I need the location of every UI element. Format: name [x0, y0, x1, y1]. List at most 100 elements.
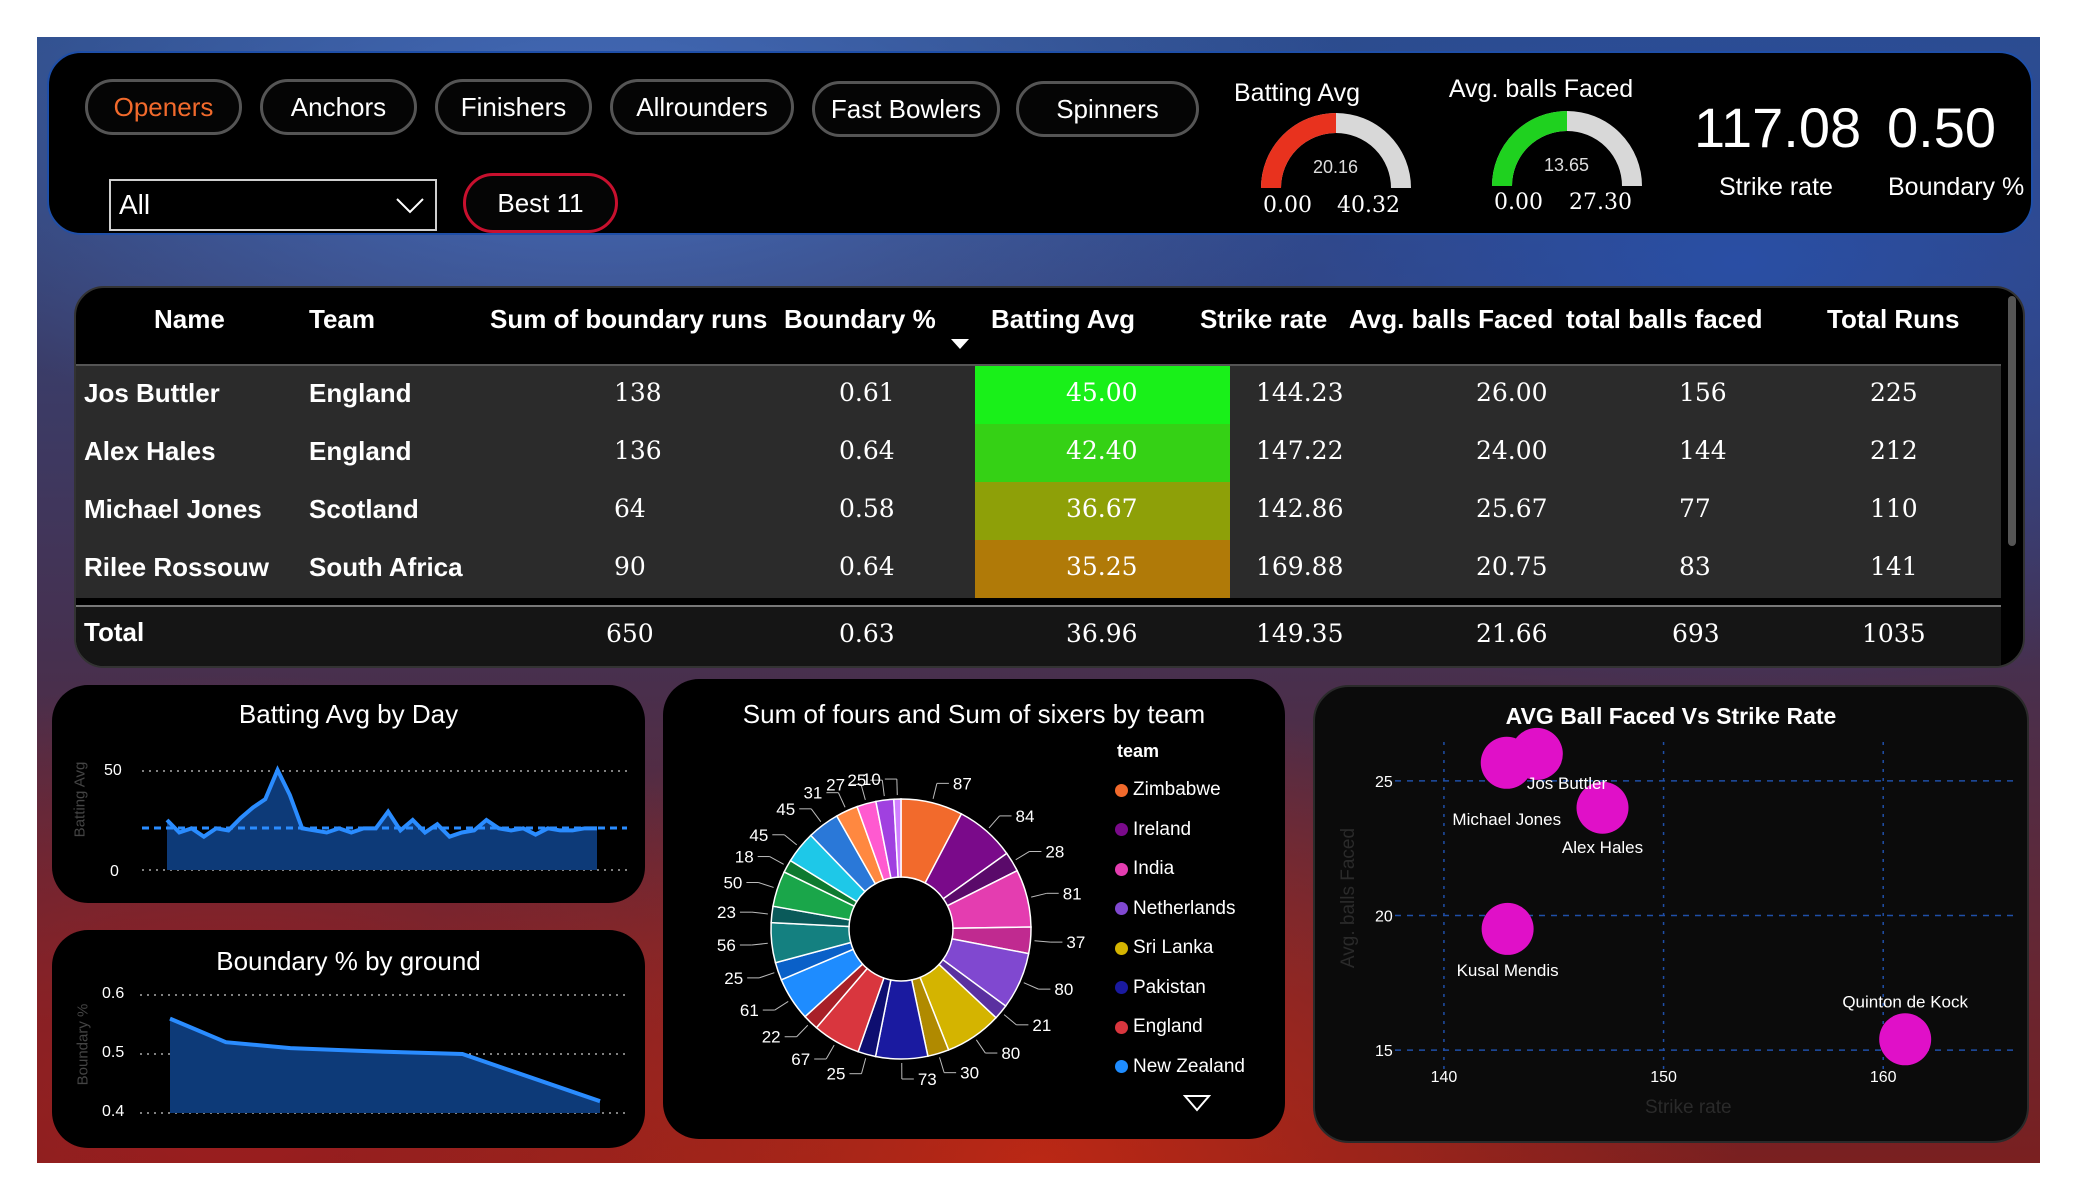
y-tick: 15: [1375, 1043, 1393, 1060]
leader-line: [796, 1024, 809, 1038]
total-avg-balls: 21.66: [1476, 619, 1548, 648]
leader-line: [1034, 940, 1051, 943]
data-label: 45: [749, 826, 768, 845]
legend-label: Ireland: [1133, 818, 1192, 840]
total-balls-value: 144: [1679, 436, 1727, 465]
batting-avg-heat-cell: [975, 366, 1230, 424]
batting-avg-by-day-card: Batting Avg by Day Batting Avg 50 0: [52, 685, 645, 903]
data-label: 21: [1032, 1016, 1051, 1035]
col-header-batting-avg[interactable]: Batting Avg: [991, 304, 1135, 334]
col-header-boundary-runs[interactable]: Sum of boundary runs: [490, 304, 768, 334]
tab-spinners[interactable]: Spinners: [1016, 81, 1199, 137]
table-scrollbar[interactable]: [2008, 296, 2016, 546]
legend-item[interactable]: Ireland: [1115, 819, 1191, 841]
scatter-plot: 15 20 25 140 150 160 Jos Buttler Michael JonesA…: [1375, 727, 2015, 1086]
col-header-total-runs[interactable]: Total Runs: [1827, 304, 1960, 334]
legend-item[interactable]: Netherlands: [1115, 898, 1235, 920]
legend-swatch: [1115, 902, 1128, 915]
y-tick: 20: [1375, 908, 1393, 925]
scatter-point: [1576, 781, 1629, 834]
dashboard-background: Openers Anchors Finishers Allrounders Fa…: [37, 37, 2040, 1163]
col-header-strike-rate[interactable]: Strike rate: [1200, 304, 1328, 334]
strike-rate-value: 169.88: [1256, 552, 1344, 581]
leader-line: [932, 783, 938, 800]
batting-avg-heat-cell: [975, 482, 1230, 540]
data-label: 61: [740, 1001, 759, 1020]
sort-desc-icon[interactable]: [950, 338, 970, 350]
data-label: 22: [762, 1028, 781, 1047]
data-label: 81: [1063, 884, 1082, 903]
tab-fast-bowlers[interactable]: Fast Bowlers: [812, 81, 1000, 137]
avg-balls-value: 24.00: [1476, 436, 1548, 465]
tab-openers[interactable]: Openers: [85, 79, 242, 135]
leader-line: [751, 942, 768, 946]
tab-allrounders[interactable]: Allrounders: [610, 79, 794, 135]
boundary-pct-kpi-value: 0.50: [1887, 96, 1996, 159]
col-header-total-balls-faced[interactable]: total balls faced: [1566, 304, 1763, 334]
total-runs-value: 141: [1870, 552, 1918, 581]
avg-balls-value: 25.67: [1476, 494, 1548, 523]
legend-item[interactable]: Sri Lanka: [1115, 937, 1213, 959]
leader-line: [1031, 892, 1047, 898]
col-header-team[interactable]: Team: [309, 304, 375, 334]
data-label: 31: [803, 784, 822, 803]
data-label: 80: [1001, 1044, 1020, 1063]
legend-scroll-down-icon[interactable]: [1183, 1094, 1211, 1112]
legend-swatch: [1115, 862, 1128, 876]
leader-line: [1003, 1014, 1017, 1026]
category-dropdown[interactable]: All: [109, 179, 437, 231]
tab-finishers[interactable]: Finishers: [435, 79, 592, 135]
leader-line: [759, 972, 775, 979]
data-label: 45: [776, 800, 795, 819]
total-label: Total: [84, 617, 145, 647]
series-line: [169, 1016, 601, 1104]
best-11-button[interactable]: Best 11: [463, 173, 618, 233]
legend-label: Sri Lanka: [1133, 937, 1214, 958]
legend-item[interactable]: India: [1115, 858, 1174, 880]
batting-avg-heat-cell: [975, 424, 1230, 482]
legend-item[interactable]: Pakistan: [1115, 977, 1206, 999]
point-label: Kusal Mendis: [1457, 961, 1559, 980]
legend-title: team: [1117, 741, 1160, 761]
point-label: Jos Buttler: [1527, 774, 1608, 793]
legend-swatch: [1115, 823, 1128, 836]
y-tick: 0.5: [102, 1044, 125, 1061]
point-label: Quinton de Kock: [1842, 992, 1968, 1011]
legend-item[interactable]: Zimbabwe: [1115, 779, 1221, 801]
legend-label: Zimbabwe: [1133, 779, 1221, 800]
leader-line: [837, 792, 846, 808]
gauge-arc: [1261, 113, 1411, 189]
total-runs: 1035: [1862, 619, 1926, 648]
total-row: Total 650 0.63 36.96 149.35 21.66 693 10…: [76, 607, 2001, 666]
legend-item[interactable]: New Zealand: [1115, 1056, 1245, 1078]
legend-item[interactable]: England: [1115, 1016, 1203, 1038]
legend-label: Netherlands: [1133, 897, 1236, 919]
team-name: Scotland: [309, 494, 419, 524]
leader-line: [769, 856, 784, 865]
boundary-pct-value: 0.64: [839, 436, 895, 465]
data-label: 25: [847, 771, 866, 790]
legend-swatch: [1115, 941, 1128, 955]
leader-line: [988, 815, 1000, 829]
avg-balls-value: 26.00: [1476, 378, 1548, 407]
batting-avg-line-chart: [142, 765, 627, 871]
batting-avg-value: 42.40: [1066, 436, 1138, 465]
series-line: [165, 765, 597, 840]
legend-label: India: [1133, 858, 1175, 879]
strike-rate-value: 142.86: [1256, 494, 1344, 523]
scatter-point: [1879, 1013, 1932, 1066]
batting-avg-heat-cell: [975, 540, 1230, 598]
player-name: Michael Jones: [84, 494, 262, 524]
data-label: 10: [862, 770, 881, 789]
data-label: 56: [717, 936, 736, 955]
boundary-pct-kpi-label: Boundary %: [1888, 173, 2025, 201]
area-fill: [170, 1018, 600, 1113]
gauge-title: Avg. balls Faced: [1448, 75, 1634, 103]
col-header-avg-balls-faced[interactable]: Avg. balls Faced: [1349, 304, 1554, 334]
chart-title: Sum of fours and Sum of sixers by team: [742, 699, 1206, 729]
tab-anchors[interactable]: Anchors: [260, 79, 417, 135]
total-balls-value: 156: [1679, 378, 1727, 407]
col-header-boundary-pct[interactable]: Boundary %: [784, 304, 936, 334]
leader-line: [751, 911, 768, 915]
col-header-name[interactable]: Name: [154, 304, 225, 334]
